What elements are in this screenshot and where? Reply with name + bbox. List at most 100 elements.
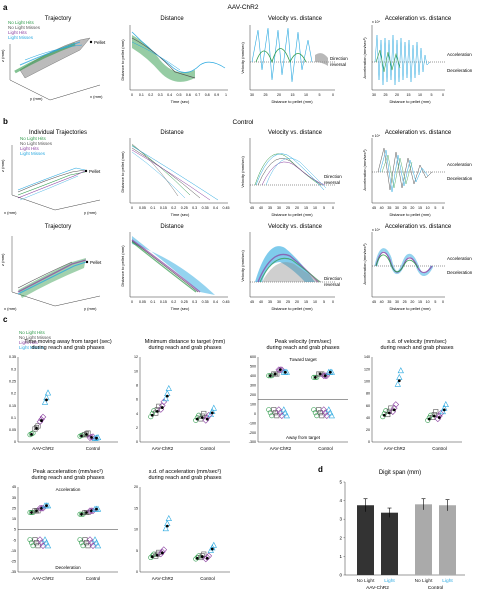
c-plot-4: Peak acceleration (mm/sec²)during reach … [11,469,118,581]
mean-marker [95,436,98,440]
mean-marker [195,417,199,421]
d-bar [415,504,432,575]
c-plot-subtitle: during reach and grab phases [31,475,104,481]
panel-d-digit-span-chart: Digit span (mm) 0 1 2 3 4 5 No Light Light No Li… [339,470,465,591]
data-marker [36,536,44,543]
a-pellet-label: Pellet [94,40,106,45]
c-axis [139,357,230,443]
legend-no-light-hits: No Light Hits [8,20,35,25]
tick-label: 100 [250,402,256,406]
tick-label: 200 [250,393,256,397]
b1-pellet-label: Pellet [89,169,101,174]
data-marker [80,543,86,549]
data-marker [33,424,39,430]
tick-label: 20 [295,206,299,210]
a-traj-3d: Pellet z (mm) y (mm) x (mm) [0,37,106,101]
a-vel-xlabel: Distance to pellet (mm) [271,99,313,104]
mean-marker [200,416,204,419]
d-category-label: No Light [357,578,376,584]
b1-dist-ylabel: Distance to pellet (mm) [120,151,125,193]
tick-label: 0.8 [205,93,210,97]
mean-marker [268,374,272,378]
tick-label: 0.25 [181,206,188,210]
data-marker [205,411,213,419]
tick-label: 0.1 [150,206,155,210]
tick-label: 0.3 [11,367,16,371]
c-axis [371,357,462,443]
tick-label: 0.2 [171,300,176,304]
data-marker [88,433,95,441]
d-group-label: Control [428,585,443,591]
mean-marker [273,372,277,376]
b2-dist-xlabel: Time (sec) [171,306,190,311]
b2-vel-note2: reversal [324,282,340,287]
data-marker [148,414,154,420]
mean-marker [40,419,43,422]
mean-marker [85,511,88,514]
tick-label: 0.35 [202,300,209,304]
mean-marker [30,432,33,436]
c-legend-2: Light Hits [19,340,39,345]
tick-label: 5 [323,300,325,304]
tick-label: 15 [418,206,422,210]
b1-dist-xticks: 0 0.05 0.1 0.15 0.2 0.25 0.3 0.35 0.4 0.45 [131,206,230,210]
tick-label: 0.05 [139,206,146,210]
data-marker [385,412,391,418]
data-marker [84,431,90,437]
b1-acc-plot: Acceleration (mm/sec²) x 10⁴ Acceleratio… [362,134,473,217]
data-marker [165,384,172,391]
b1-vel-xlabel: Distance to pellet (mm) [271,212,313,217]
data-marker [85,430,91,436]
tick-label: 40 [380,206,384,210]
a-z-label: z (mm) [0,49,5,62]
tick-label: 30 [277,300,281,304]
tick-label: 5 [136,549,138,553]
tick-label: 300 [250,384,256,388]
d-category-label: No Light [415,578,434,584]
tick-label: 0.45 [223,300,230,304]
header-control: Control [233,119,255,126]
b2-acc-ylabel: Acceleration (mm/sec²) [362,243,367,285]
a-acc-xticks: 30 25 20 15 10 5 0 [372,93,444,97]
b1-vel-note2: reversal [324,180,340,185]
tick-label: 10 [304,93,308,97]
data-marker [91,536,99,543]
data-marker [204,554,211,561]
data-marker [325,406,332,413]
tick-label: 140 [364,355,370,359]
data-marker [267,410,273,416]
mean-marker [323,374,327,378]
tick-label: 0.3 [192,206,197,210]
d-category-label: Light [442,578,453,584]
tick-label: 35 [268,206,272,210]
data-marker [433,409,439,415]
d-bar [381,512,398,575]
tick-label: 0 [131,300,133,304]
data-marker [86,536,94,543]
a-x-label: x (mm) [90,94,103,99]
data-marker [274,413,280,419]
data-marker [442,401,449,408]
mean-marker [155,553,159,557]
tick-label: 1 [225,93,227,97]
tick-label: 15 [407,93,411,97]
d-ytick-label: 2 [339,535,342,540]
data-marker [267,373,273,379]
mean-marker [160,551,164,555]
data-marker [396,373,403,380]
mean-marker [205,417,209,421]
panel-letter-d: d [318,465,323,474]
tick-label: 10 [418,93,422,97]
b1-acc-title: Acceleration vs. distance [385,130,452,136]
c-plot-title: Time moving away from target (sec) [24,339,112,345]
tick-label: 0.2 [171,206,176,210]
tick-label: 20 [295,300,299,304]
tick-label: 45 [372,206,376,210]
tick-label: 600 [250,355,256,359]
tick-label: 45 [250,206,254,210]
b2-vel-xticks: 45 40 35 30 25 20 15 10 5 0 [250,300,334,304]
b1-traj-3d: Pellet z (mm) x (mm) y (mm) [0,145,101,215]
b2-vel-xlabel: Distance to pellet (mm) [271,306,313,311]
a-vel-note1: Direction [330,56,348,61]
